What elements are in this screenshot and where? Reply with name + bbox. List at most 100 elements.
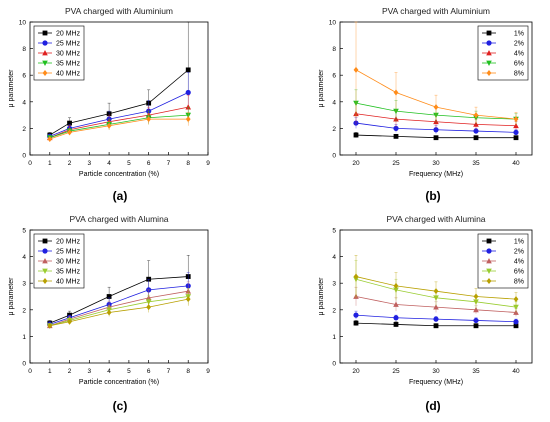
x-tick-label: 3 — [88, 368, 92, 375]
data-point — [433, 288, 439, 295]
series-4 — [353, 21, 519, 126]
legend-marker — [486, 248, 492, 254]
legend-marker — [486, 30, 492, 36]
data-point — [473, 323, 479, 329]
y-tick-label: 4 — [22, 99, 26, 106]
data-point — [67, 318, 72, 325]
legend-label: 25 MHz — [56, 41, 81, 48]
data-point — [433, 316, 439, 322]
data-point — [393, 89, 399, 96]
chart-title: PVA charged with Aluminium — [382, 6, 490, 16]
x-axis-label: Particle concentration (%) — [79, 171, 159, 178]
panel-label: (a) — [113, 189, 128, 203]
data-point — [185, 116, 191, 123]
x-tick-label: 25 — [392, 160, 400, 167]
legend-label: 40 MHz — [56, 279, 81, 286]
panel-c: PVA charged with Alumina Particle concen… — [8, 214, 210, 413]
data-point — [473, 135, 479, 141]
panel-d: PVA charged with Alumina Frequency (MHz)… — [318, 214, 533, 413]
y-axis-label: μ parameter — [318, 277, 325, 316]
legend-label: 8% — [514, 71, 524, 78]
x-tick-label: 1 — [48, 368, 52, 375]
x-tick-label: 9 — [206, 368, 210, 375]
x-tick-label: 1 — [48, 160, 52, 167]
legend-marker — [42, 60, 48, 66]
legend-marker — [42, 50, 48, 56]
legend: 20 MHz 25 MHz 30 MHz 35 MHz 40 MHz — [33, 233, 85, 289]
series-4 — [47, 292, 191, 329]
data-point — [393, 133, 399, 139]
chart-title: PVA charged with Alumina — [386, 214, 485, 224]
data-point — [393, 125, 399, 131]
x-tick-label: 35 — [472, 368, 480, 375]
panel-b: PVA charged with Aluminium Frequency (MH… — [318, 6, 533, 203]
y-tick-label: 10 — [19, 20, 27, 27]
legend-label: 20 MHz — [56, 31, 81, 38]
x-tick-label: 7 — [167, 368, 171, 375]
data-point — [513, 116, 519, 123]
y-tick-label: 5 — [22, 228, 26, 235]
x-tick-label: 25 — [392, 368, 400, 375]
chart-title: PVA charged with Alumina — [69, 214, 168, 224]
data-point — [106, 309, 112, 316]
legend-label: 2% — [514, 249, 524, 256]
y-tick-label: 0 — [332, 361, 336, 368]
x-axis-label: Particle concentration (%) — [79, 379, 159, 386]
data-point — [473, 128, 479, 134]
legend-label: 35 MHz — [56, 269, 81, 276]
x-tick-label: 8 — [186, 368, 190, 375]
data-point — [106, 294, 112, 299]
legend-marker — [42, 248, 48, 254]
legend-marker — [486, 50, 492, 56]
data-point — [513, 135, 519, 141]
legend-label: 2% — [514, 41, 524, 48]
y-tick-label: 8 — [332, 46, 336, 53]
x-axis-label: Frequency (MHz) — [409, 379, 463, 386]
legend: 20 MHz 25 MHz 30 MHz 35 MHz 40 MHz — [33, 25, 85, 81]
data-point — [185, 296, 191, 303]
data-point — [473, 293, 479, 300]
data-point — [393, 282, 399, 289]
x-tick-label: 40 — [512, 160, 520, 167]
legend-label: 30 MHz — [56, 51, 81, 58]
series-0 — [353, 132, 519, 141]
y-tick-label: 6 — [332, 73, 336, 80]
x-tick-label: 5 — [127, 160, 131, 167]
x-tick-label: 35 — [472, 160, 480, 167]
x-tick-label: 5 — [127, 368, 131, 375]
legend-label: 6% — [514, 269, 524, 276]
x-axis-label: Frequency (MHz) — [409, 171, 463, 178]
y-tick-label: 8 — [22, 46, 26, 53]
y-axis-label: μ parameter — [8, 277, 15, 316]
x-tick-label: 2 — [68, 160, 72, 167]
legend-marker — [42, 30, 48, 36]
legend: 1% 2% 4% 6% 8% — [477, 25, 529, 81]
x-tick-label: 0 — [28, 368, 32, 375]
data-point — [185, 104, 192, 110]
data-point — [513, 129, 519, 135]
data-point — [513, 304, 519, 311]
legend: 1% 2% 4% 6% 8% — [477, 233, 529, 289]
y-axis-label: μ parameter — [318, 69, 325, 108]
data-point — [185, 89, 191, 96]
plot-area — [29, 229, 209, 364]
legend-marker — [486, 278, 492, 284]
legend-marker — [42, 278, 48, 284]
data-point — [513, 323, 519, 329]
legend-label: 1% — [514, 239, 524, 246]
y-tick-label: 5 — [332, 228, 336, 235]
panel-label: (d) — [425, 399, 440, 413]
y-tick-label: 0 — [22, 361, 26, 368]
data-point — [393, 315, 399, 321]
data-point — [473, 112, 479, 119]
data-point — [433, 104, 439, 111]
legend-marker — [42, 70, 48, 76]
legend-label: 8% — [514, 279, 524, 286]
y-tick-label: 2 — [22, 126, 26, 133]
legend-marker — [486, 40, 492, 46]
data-point — [353, 273, 359, 280]
x-tick-label: 20 — [352, 160, 360, 167]
legend-marker — [42, 40, 48, 46]
data-point — [106, 122, 112, 129]
legend-marker — [486, 238, 492, 244]
